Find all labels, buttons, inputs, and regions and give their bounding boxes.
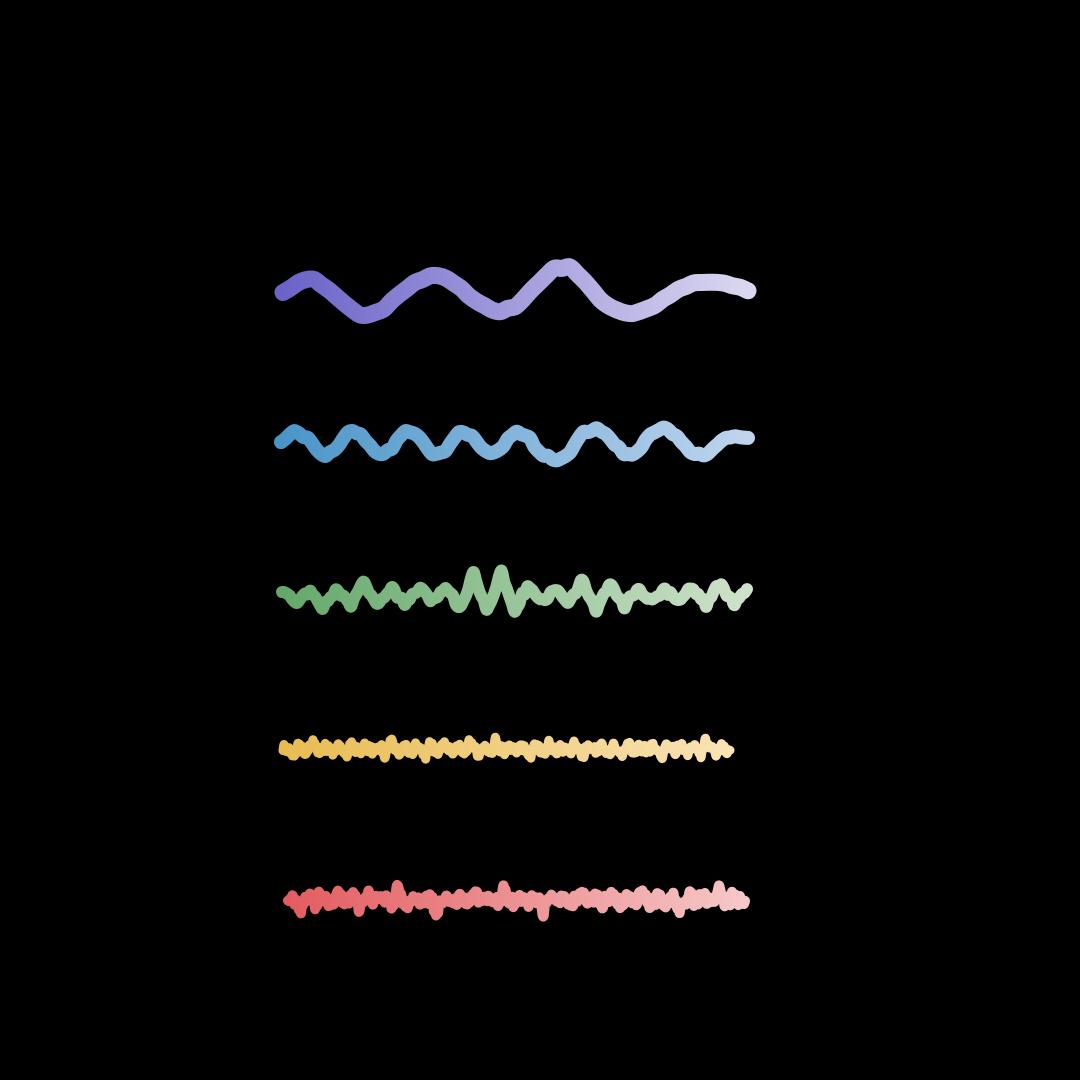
wave-2-steel-blue [274,420,755,468]
waveform-group [274,258,757,922]
wave-3-sage-green [276,564,753,618]
wave-4-gold [278,732,735,764]
wave-1-periwinkle [274,258,757,325]
wave-5-coral-red [283,879,750,922]
